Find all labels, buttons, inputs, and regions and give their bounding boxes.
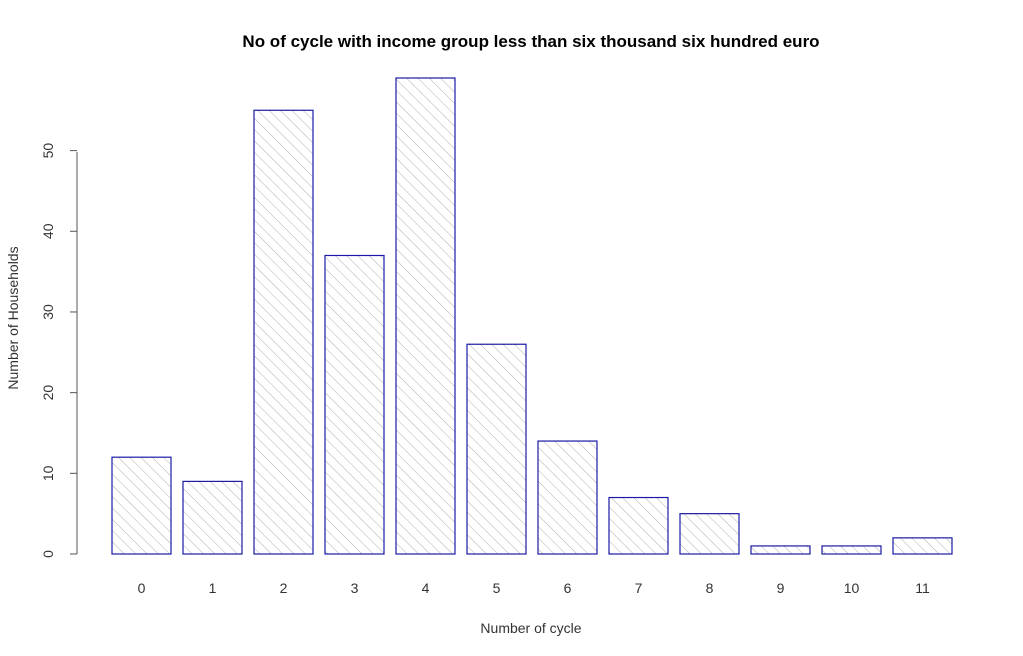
- x-tick-label: 4: [422, 580, 430, 596]
- bar-8: [679, 513, 740, 555]
- x-axis-tick-labels: 0 1 2 3 4 5 6 7 8 9 10 11: [138, 580, 930, 596]
- bar-5: [466, 343, 527, 555]
- bar-7: [608, 496, 669, 555]
- bar-4: [395, 77, 456, 555]
- x-tick-label: 2: [280, 580, 288, 596]
- x-tick-label: 11: [915, 580, 930, 596]
- x-tick-label: 7: [635, 580, 643, 596]
- x-tick-label: 9: [777, 580, 785, 596]
- x-axis-label: Number of cycle: [480, 620, 581, 636]
- x-tick-label: 8: [706, 580, 714, 596]
- y-tick-label: 20: [40, 385, 56, 401]
- x-tick-label: 5: [493, 580, 501, 596]
- bar-2: [253, 109, 314, 555]
- y-axis-ticks: 0 10 20 30 40 50: [40, 143, 77, 558]
- y-tick-label: 0: [40, 550, 56, 558]
- bars-group: [111, 77, 953, 555]
- y-axis-label: Number of Households: [5, 246, 21, 389]
- x-tick-label: 0: [138, 580, 146, 596]
- bar-3: [324, 254, 385, 555]
- chart-title: No of cycle with income group less than …: [242, 32, 819, 51]
- y-tick-label: 40: [40, 223, 56, 239]
- x-tick-label: 10: [844, 580, 860, 596]
- bar-11: [892, 537, 953, 555]
- x-tick-label: 6: [564, 580, 572, 596]
- bar-6: [537, 440, 598, 555]
- bar-0: [111, 456, 172, 555]
- bar-1: [182, 480, 243, 555]
- x-tick-label: 1: [209, 580, 217, 596]
- y-tick-label: 50: [40, 143, 56, 159]
- y-tick-label: 10: [40, 465, 56, 481]
- bar-10: [821, 545, 882, 555]
- bar-9: [750, 545, 811, 555]
- y-tick-label: 30: [40, 304, 56, 320]
- x-tick-label: 3: [351, 580, 359, 596]
